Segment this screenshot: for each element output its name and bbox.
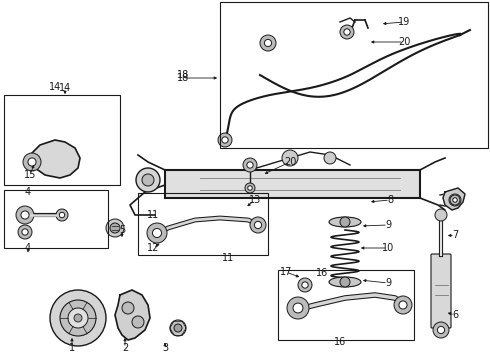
Text: 5: 5 [119, 225, 125, 235]
Text: 4: 4 [25, 243, 31, 253]
Text: 9: 9 [385, 278, 391, 288]
Circle shape [56, 209, 68, 221]
Bar [4, 190, 108, 248]
Text: 4: 4 [25, 187, 31, 197]
FancyBboxPatch shape [431, 254, 451, 328]
Circle shape [302, 282, 308, 288]
Circle shape [450, 195, 460, 205]
Circle shape [399, 301, 407, 309]
Circle shape [22, 229, 28, 235]
Text: 18: 18 [177, 73, 189, 83]
Text: 19: 19 [398, 17, 410, 27]
Text: 16: 16 [334, 337, 346, 347]
Circle shape [147, 223, 167, 243]
Circle shape [245, 183, 255, 193]
Circle shape [298, 278, 312, 292]
Circle shape [435, 209, 447, 221]
Text: 10: 10 [382, 243, 394, 253]
Text: 18: 18 [177, 70, 189, 80]
Circle shape [243, 158, 257, 172]
Circle shape [136, 168, 160, 192]
Circle shape [122, 302, 134, 314]
Circle shape [293, 303, 303, 313]
Circle shape [324, 152, 336, 164]
Circle shape [344, 29, 350, 35]
Circle shape [16, 206, 34, 224]
Text: 15: 15 [24, 170, 36, 180]
Circle shape [110, 223, 120, 233]
Circle shape [74, 314, 82, 322]
Ellipse shape [329, 277, 361, 287]
Text: 20: 20 [398, 37, 410, 47]
Text: 13: 13 [249, 195, 261, 205]
Text: 20: 20 [284, 157, 296, 167]
Text: 7: 7 [452, 230, 458, 240]
Text: 3: 3 [162, 343, 168, 353]
Circle shape [449, 194, 461, 206]
Text: 11: 11 [147, 210, 159, 220]
Text: 6: 6 [452, 310, 458, 320]
Polygon shape [28, 140, 80, 178]
Circle shape [433, 322, 449, 338]
Circle shape [287, 297, 309, 319]
Circle shape [174, 324, 182, 332]
Text: 1: 1 [69, 343, 75, 353]
Circle shape [340, 25, 354, 39]
Circle shape [222, 137, 228, 143]
Circle shape [248, 186, 252, 190]
Text: 16: 16 [316, 268, 328, 278]
Circle shape [265, 39, 271, 46]
Circle shape [254, 221, 262, 229]
Text: 14: 14 [59, 83, 71, 93]
Circle shape [23, 153, 41, 171]
Text: 8: 8 [387, 195, 393, 205]
Circle shape [438, 327, 444, 334]
Bar [165, 170, 420, 198]
Circle shape [142, 174, 154, 186]
Circle shape [170, 320, 186, 336]
Text: 14: 14 [49, 82, 61, 92]
Circle shape [152, 229, 162, 238]
Circle shape [21, 211, 29, 219]
Text: 17: 17 [280, 267, 292, 277]
Bar [278, 270, 414, 340]
Circle shape [218, 133, 232, 147]
Bar [4, 95, 120, 185]
Circle shape [18, 225, 32, 239]
Circle shape [247, 162, 253, 168]
Circle shape [68, 308, 88, 328]
Circle shape [59, 212, 65, 218]
Text: 9: 9 [385, 220, 391, 230]
Ellipse shape [329, 217, 361, 227]
Bar [138, 193, 268, 255]
Circle shape [28, 158, 36, 166]
Circle shape [60, 300, 96, 336]
Bar [220, 2, 488, 148]
Text: 2: 2 [122, 343, 128, 353]
Circle shape [50, 290, 106, 346]
Circle shape [250, 217, 266, 233]
Circle shape [340, 217, 350, 227]
Circle shape [394, 296, 412, 314]
Polygon shape [115, 290, 150, 340]
Circle shape [453, 198, 457, 202]
Text: 12: 12 [147, 243, 159, 253]
Text: 11: 11 [222, 253, 234, 263]
Circle shape [340, 277, 350, 287]
Circle shape [282, 150, 298, 166]
Circle shape [260, 35, 276, 51]
Circle shape [132, 316, 144, 328]
Polygon shape [443, 188, 465, 210]
Circle shape [106, 219, 124, 237]
